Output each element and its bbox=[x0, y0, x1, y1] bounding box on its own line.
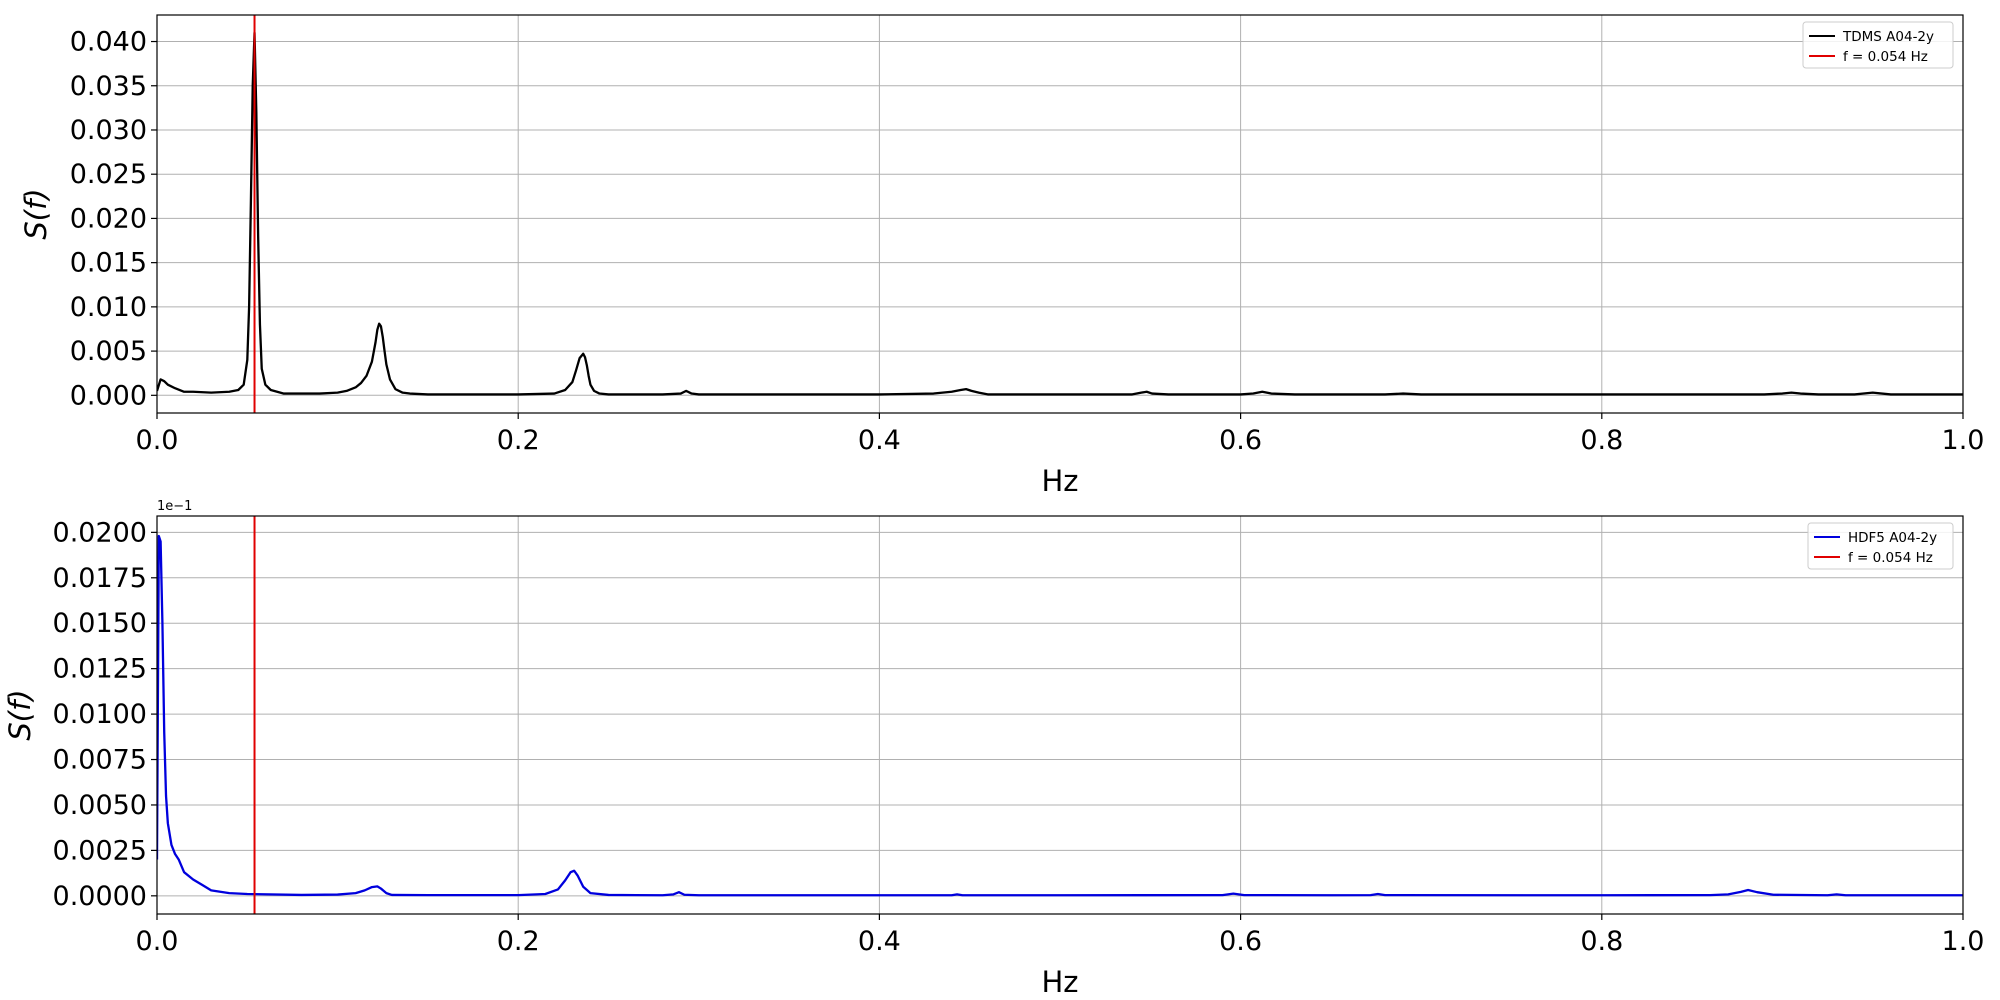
y-axis-label: S(f) bbox=[3, 689, 37, 740]
y-tick-label: 0.020 bbox=[70, 203, 147, 234]
x-tick-label: 1.0 bbox=[1942, 926, 1985, 957]
x-tick-label: 0.8 bbox=[1580, 926, 1623, 957]
y-tick-label: 0.040 bbox=[70, 27, 147, 58]
y-tick-label: 0.005 bbox=[70, 336, 147, 367]
x-tick-label: 1.0 bbox=[1942, 425, 1985, 456]
y-tick-label: 0.0050 bbox=[53, 790, 147, 821]
y-tick-label: 0.0100 bbox=[53, 699, 147, 730]
y-tick-label: 0.035 bbox=[70, 71, 147, 102]
legend-box bbox=[1807, 522, 1954, 570]
x-tick-label: 0.4 bbox=[858, 926, 901, 957]
legend: TDMS A04-2y f = 0.054 Hz bbox=[1802, 21, 1954, 69]
y-tick-label: 0.010 bbox=[70, 292, 147, 323]
series-line-1 bbox=[157, 31, 1963, 396]
x-tick-label: 0.2 bbox=[497, 926, 540, 957]
y-axis-label: S(f) bbox=[19, 188, 53, 239]
y-tick-label: 0.025 bbox=[70, 159, 147, 190]
y-tick-label: 0.0150 bbox=[53, 608, 147, 639]
legend-label: f = 0.054 Hz bbox=[1843, 49, 1928, 65]
y-tick-label: 0.0025 bbox=[53, 835, 147, 866]
x-tick-label: 0.4 bbox=[858, 425, 901, 456]
legend-box bbox=[1802, 21, 1954, 69]
y-tick-label: 0.015 bbox=[70, 248, 147, 279]
x-tick-label: 0.0 bbox=[136, 425, 179, 456]
plot-frame bbox=[156, 14, 1964, 414]
y-tick-label: 0.0125 bbox=[53, 654, 147, 685]
legend: HDF5 A04-2y f = 0.054 Hz bbox=[1807, 522, 1954, 570]
x-tick-label: 0.6 bbox=[1219, 425, 1262, 456]
y-tick-label: 0.030 bbox=[70, 115, 147, 146]
y-tick-label: 0.0175 bbox=[53, 563, 147, 594]
x-tick-label: 0.2 bbox=[497, 425, 540, 456]
x-tick-label: 0.8 bbox=[1580, 425, 1623, 456]
y-offset-text: 1e−1 bbox=[157, 499, 192, 514]
chart-panel-2: 0.0 0.2 0.4 0.6 0.8 1.0 0.0000 0.0025 0.0050 0.00… bbox=[3, 499, 1984, 999]
chart-panel-1: 0.0 0.2 0.4 0.6 0.8 1.0 0.000 0.005 0.010 0.015 0.… bbox=[19, 14, 1985, 498]
x-axis-label: Hz bbox=[1041, 965, 1078, 999]
plot-frame bbox=[156, 515, 1964, 915]
y-tick-label: 0.000 bbox=[70, 380, 147, 411]
series-line-1 bbox=[157, 534, 1963, 897]
x-tick-label: 0.0 bbox=[136, 926, 179, 957]
y-tick-label: 0.0200 bbox=[53, 517, 147, 548]
y-tick-label: 0.0000 bbox=[53, 881, 147, 912]
legend-label: TDMS A04-2y bbox=[1842, 29, 1934, 45]
y-tick-label: 0.0075 bbox=[53, 745, 147, 776]
x-axis-label: Hz bbox=[1041, 464, 1078, 498]
x-tick-label: 0.6 bbox=[1219, 926, 1262, 957]
legend-label: HDF5 A04-2y bbox=[1848, 530, 1937, 546]
legend-label: f = 0.054 Hz bbox=[1848, 550, 1933, 566]
